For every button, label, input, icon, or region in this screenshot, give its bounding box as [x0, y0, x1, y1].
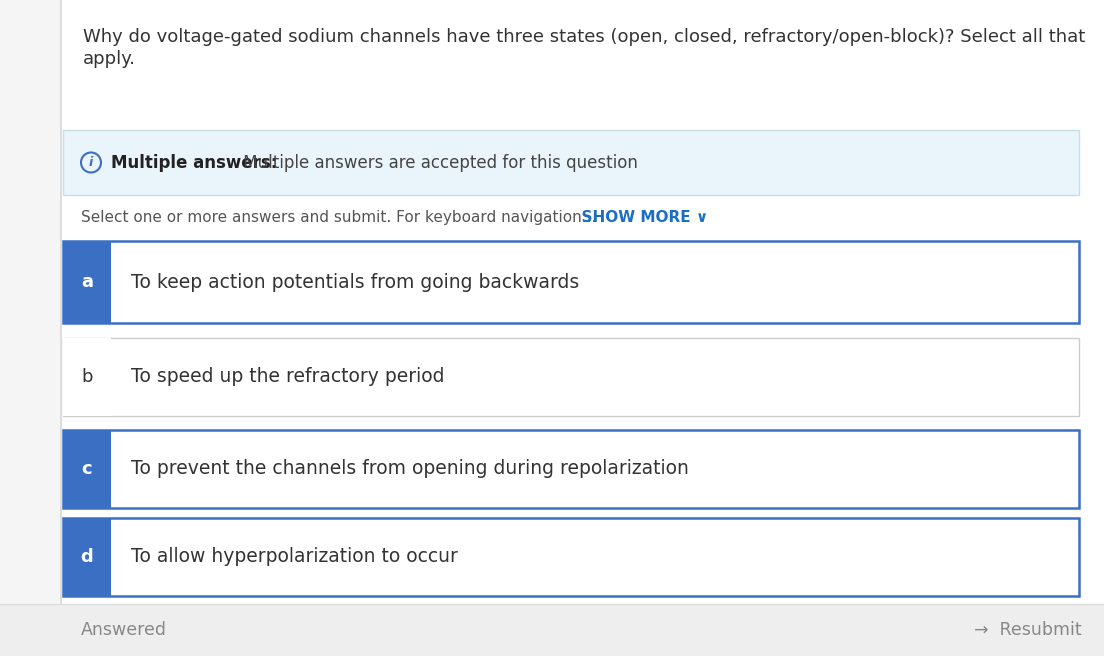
Text: b: b: [82, 368, 93, 386]
Text: apply.: apply.: [83, 50, 136, 68]
Bar: [63, 518, 1079, 596]
Text: SHOW MORE ∨: SHOW MORE ∨: [571, 210, 709, 225]
Bar: [0, 0, 62, 656]
Text: Why do voltage-gated sodium channels have three states (open, closed, refractory: Why do voltage-gated sodium channels hav…: [83, 28, 1085, 46]
Bar: [63, 241, 1079, 323]
Text: →  Resubmit: → Resubmit: [974, 621, 1082, 639]
Bar: [63, 518, 112, 596]
Bar: [0, 604, 1104, 656]
Text: To prevent the channels from opening during repolarization: To prevent the channels from opening dur…: [131, 459, 689, 478]
Bar: [63, 338, 1079, 416]
Text: To allow hyperpolarization to occur: To allow hyperpolarization to occur: [131, 548, 458, 567]
Text: d: d: [81, 548, 94, 566]
Text: Answered: Answered: [81, 621, 167, 639]
Text: c: c: [82, 460, 93, 478]
Text: To keep action potentials from going backwards: To keep action potentials from going bac…: [131, 272, 580, 291]
Bar: [63, 241, 112, 323]
Text: Select one or more answers and submit. For keyboard navigation...: Select one or more answers and submit. F…: [81, 210, 596, 225]
Text: To speed up the refractory period: To speed up the refractory period: [131, 367, 445, 386]
Text: Multiple answers are accepted for this question: Multiple answers are accepted for this q…: [238, 154, 638, 171]
Text: Multiple answers:: Multiple answers:: [112, 154, 277, 171]
Bar: [63, 430, 112, 508]
Bar: [63, 130, 1079, 195]
Text: i: i: [89, 156, 93, 169]
Bar: [63, 338, 112, 416]
Bar: [60, 0, 62, 656]
Text: a: a: [81, 273, 93, 291]
Bar: [63, 430, 1079, 508]
